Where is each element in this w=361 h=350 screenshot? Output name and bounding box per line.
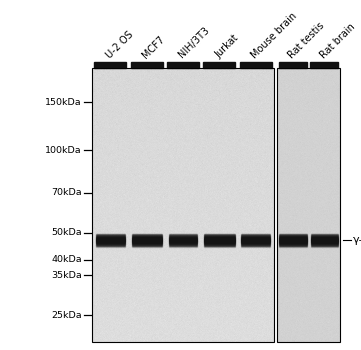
- Text: 100kDa: 100kDa: [45, 146, 82, 155]
- Text: 25kDa: 25kDa: [51, 311, 82, 320]
- Bar: [94, 62, 126, 68]
- Text: Rat testis: Rat testis: [287, 20, 327, 60]
- Text: Mouse brain: Mouse brain: [250, 10, 299, 60]
- Text: 150kDa: 150kDa: [45, 98, 82, 107]
- Text: γ-Tubulin: γ-Tubulin: [353, 235, 361, 245]
- Bar: [131, 62, 162, 68]
- Text: 50kDa: 50kDa: [51, 229, 82, 237]
- Bar: [167, 62, 199, 68]
- Bar: [277, 68, 340, 342]
- Text: 70kDa: 70kDa: [51, 188, 82, 197]
- Text: MCF7: MCF7: [140, 34, 167, 60]
- Text: 35kDa: 35kDa: [51, 271, 82, 280]
- Bar: [279, 62, 306, 68]
- Text: Jurkat: Jurkat: [213, 33, 240, 60]
- Text: Rat brain: Rat brain: [318, 21, 357, 60]
- Bar: [92, 68, 274, 342]
- Text: 40kDa: 40kDa: [51, 255, 82, 264]
- Text: NIH/3T3: NIH/3T3: [177, 25, 212, 60]
- Text: U-2 OS: U-2 OS: [104, 29, 135, 60]
- Bar: [310, 62, 338, 68]
- Bar: [240, 62, 272, 68]
- Bar: [203, 62, 235, 68]
